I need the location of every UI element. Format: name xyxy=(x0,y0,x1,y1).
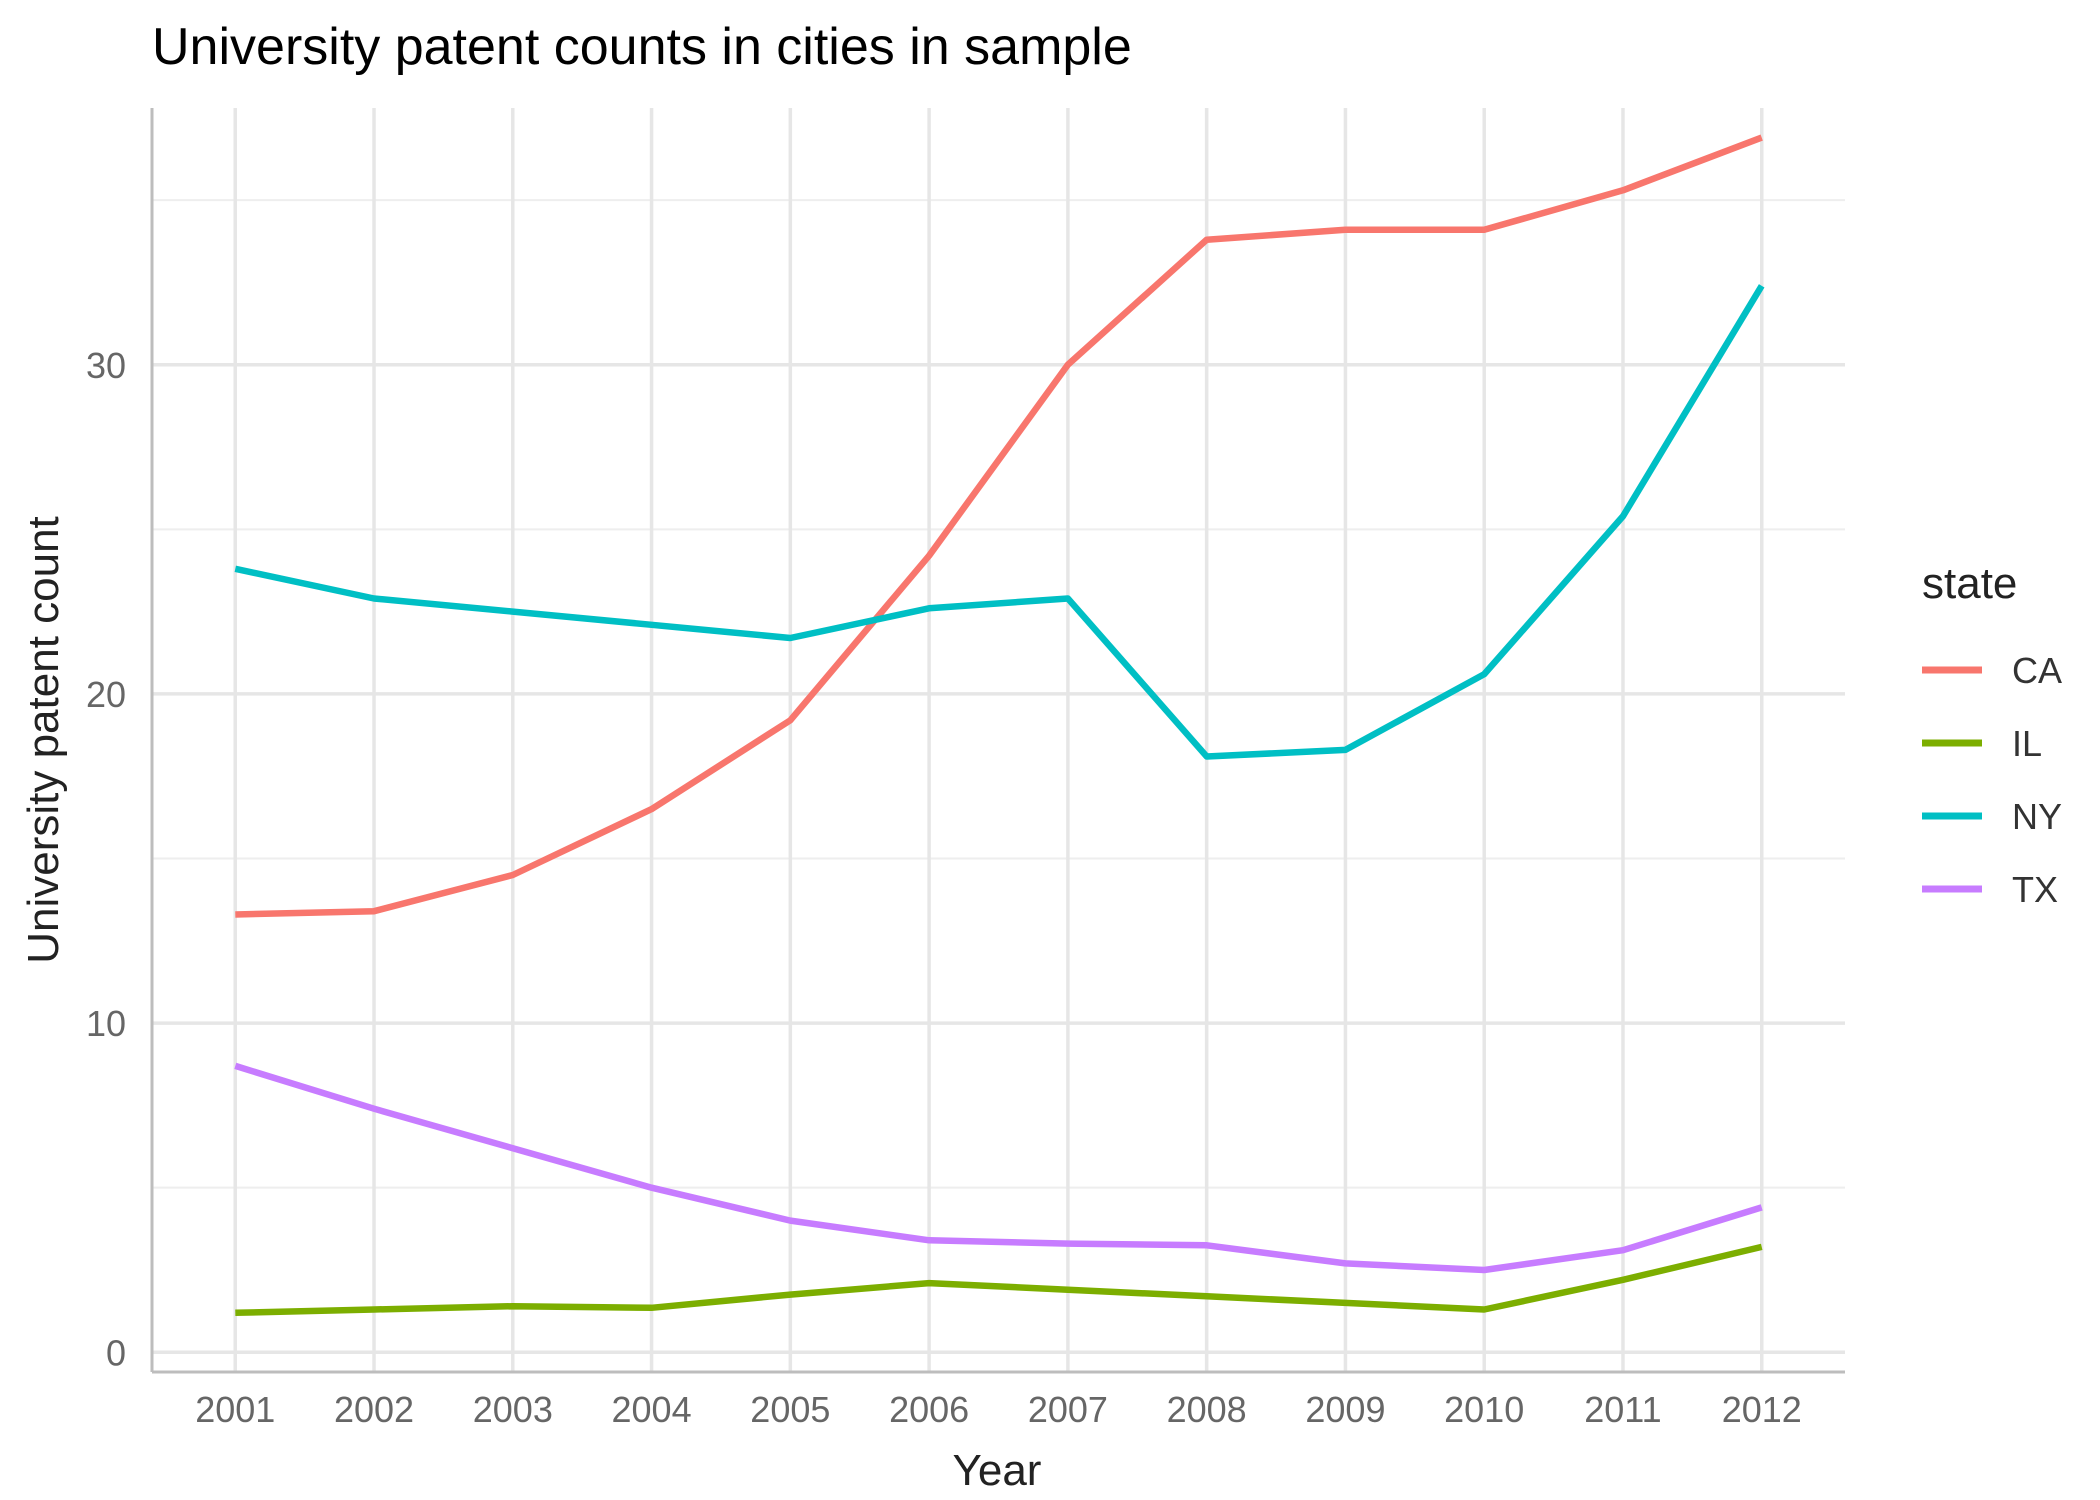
x-tick-label: 2006 xyxy=(889,1389,969,1430)
gridlines xyxy=(152,108,1845,1372)
series-line-ca xyxy=(235,138,1761,915)
legend-label-tx: TX xyxy=(2012,869,2058,910)
legend-label-ca: CA xyxy=(2012,650,2062,691)
x-axis-title: Year xyxy=(953,1446,1042,1495)
x-tick-label: 2003 xyxy=(473,1389,553,1430)
series-lines xyxy=(235,138,1761,1313)
chart-title: University patent counts in cities in sa… xyxy=(152,18,1132,76)
series-line-il xyxy=(235,1247,1761,1313)
tick-labels: 0 10 20 30 2001 2002 2003 2004 2005 2006 2007 2008 2… xyxy=(86,345,1802,1430)
x-tick-label: 2005 xyxy=(750,1389,830,1430)
x-tick-label: 2009 xyxy=(1305,1389,1385,1430)
x-tick-label: 2011 xyxy=(1584,1389,1661,1430)
series-line-ny xyxy=(235,286,1761,757)
y-axis-title: University patent count xyxy=(19,516,68,964)
series-line-tx xyxy=(235,1066,1761,1270)
axes xyxy=(152,108,1845,1372)
y-tick-label: 30 xyxy=(86,345,126,386)
x-tick-label: 2004 xyxy=(612,1389,692,1430)
x-tick-label: 2007 xyxy=(1028,1389,1108,1430)
y-tick-label: 0 xyxy=(106,1332,126,1373)
legend-label-il: IL xyxy=(2012,723,2042,764)
legend: state CA IL NY TX xyxy=(1922,559,2062,910)
x-tick-label: 2001 xyxy=(195,1389,275,1430)
y-tick-label: 20 xyxy=(86,674,126,715)
legend-title: state xyxy=(1922,559,2017,608)
x-tick-label: 2010 xyxy=(1444,1389,1524,1430)
x-tick-label: 2002 xyxy=(334,1389,414,1430)
y-tick-label: 10 xyxy=(86,1003,126,1044)
x-tick-label: 2008 xyxy=(1167,1389,1247,1430)
legend-label-ny: NY xyxy=(2012,796,2062,837)
x-tick-label: 2012 xyxy=(1722,1389,1802,1430)
